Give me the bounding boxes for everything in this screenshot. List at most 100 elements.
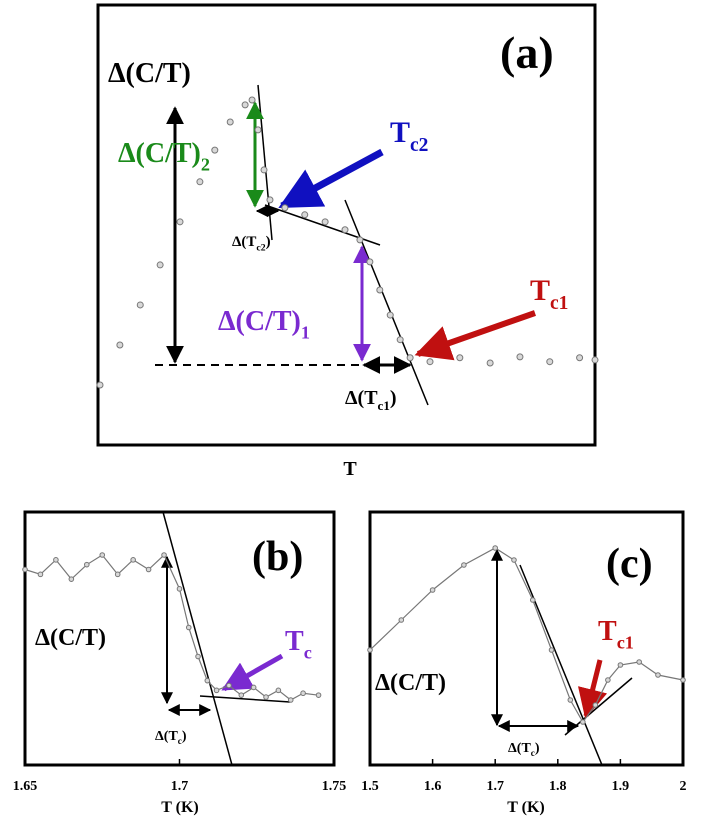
annotation-subscript: 1: [301, 322, 310, 342]
data-point: [592, 702, 599, 708]
data-point: [341, 226, 349, 234]
x-tick-label: 1.7: [486, 779, 504, 794]
data-point: [53, 557, 59, 563]
annotation: Δ(C/T): [108, 58, 191, 89]
data-point: [213, 687, 220, 694]
annotation-text: T: [390, 116, 410, 149]
annotation-subscript: c: [178, 736, 182, 746]
annotation-subscript: c: [531, 748, 535, 758]
data-point: [516, 353, 524, 361]
data-point: [576, 354, 584, 362]
annotation-text: Δ(T: [155, 729, 178, 744]
data-point: [580, 719, 586, 725]
data-point: [429, 587, 436, 593]
annotation: (b): [252, 534, 303, 580]
annotation-text: ): [535, 741, 540, 756]
data-point: [321, 218, 329, 226]
data-point: [655, 672, 661, 678]
data-point: [266, 196, 274, 204]
annotation-text: (b): [252, 534, 303, 580]
arrow: [278, 148, 384, 210]
data-point: [287, 697, 294, 703]
annotation-subscript: c2: [410, 135, 428, 156]
data-point: [636, 659, 642, 665]
data-point: [617, 662, 624, 668]
annotation-subscript: c1: [378, 398, 390, 413]
data-point: [315, 692, 322, 698]
data-point: [486, 359, 494, 367]
annotation-text: Δ(C/T): [218, 306, 301, 337]
data-point: [250, 684, 257, 691]
data-point: [96, 381, 104, 389]
data-point: [300, 690, 306, 697]
x-tick-label: 1.65: [13, 779, 38, 794]
data-point: [591, 356, 599, 364]
data-point: [145, 566, 152, 573]
data-point: [398, 617, 405, 623]
data-point: [366, 258, 374, 266]
fit-line: [257, 84, 273, 241]
data-point: [567, 697, 574, 703]
annotation-subscript: 2: [201, 154, 210, 174]
data-point: [226, 682, 232, 689]
annotation-text: Δ(C/T): [108, 58, 191, 89]
data-point: [356, 236, 364, 244]
annotation: Tc: [285, 626, 312, 662]
annotation: Tc1: [598, 616, 634, 652]
data-point: [260, 166, 268, 174]
annotation: Δ(C/T)2: [118, 138, 210, 174]
data-point: [195, 653, 201, 660]
data-point: [226, 118, 234, 126]
annotation-text: Δ(C/T): [35, 625, 106, 651]
x-tick-label: 1.7: [171, 779, 189, 794]
arrow: [577, 659, 608, 719]
annotation: Δ(Tc1): [345, 387, 397, 413]
data-point: [281, 204, 289, 212]
x-tick-label: 1.8: [549, 779, 567, 794]
data-point: [605, 677, 611, 683]
annotation-text: ): [182, 729, 187, 744]
annotation-text: T: [598, 616, 617, 647]
data-point: [546, 358, 554, 366]
annotation-subscript: c1: [550, 293, 568, 314]
annotation: Δ(C/T): [375, 670, 446, 696]
data-point: [376, 286, 384, 294]
data-point: [406, 354, 414, 362]
data-point: [211, 146, 219, 154]
data-point: [301, 211, 309, 219]
data-point: [248, 96, 256, 104]
annotation-text: ): [390, 387, 397, 409]
annotation: Δ(Tc2): [232, 234, 271, 254]
x-axis-label: T: [343, 458, 357, 480]
data-point: [116, 341, 124, 349]
data-point: [548, 647, 555, 653]
data-point: [136, 301, 144, 309]
data-point: [196, 178, 204, 186]
annotation: Δ(Tc): [508, 741, 540, 758]
panel-b-guides: [161, 511, 291, 766]
data-point: [204, 677, 211, 684]
x-tick-label: 1.6: [424, 779, 442, 794]
annotation-subscript: c1: [617, 632, 634, 652]
x-tick-label: 1.9: [612, 779, 630, 794]
data-point: [396, 336, 404, 344]
annotation-text: Δ(C/T): [118, 138, 201, 169]
data-point: [114, 571, 121, 578]
data-point: [426, 358, 434, 366]
annotation: Δ(C/T): [35, 625, 106, 651]
annotation-text: (c): [606, 541, 653, 587]
annotation-text: Δ(T: [232, 234, 256, 250]
data-point: [386, 311, 394, 319]
annotation: (c): [606, 541, 653, 587]
data-point: [176, 218, 184, 226]
data-point: [254, 126, 262, 134]
data-point: [529, 597, 536, 603]
annotation-text: ): [266, 234, 271, 250]
annotation-text: Δ(T: [345, 387, 378, 409]
fit-line: [344, 199, 429, 406]
data-point: [275, 687, 282, 694]
data-point: [84, 561, 90, 568]
panel-a-guides: [155, 84, 536, 406]
panel-a-frame: [96, 3, 597, 447]
